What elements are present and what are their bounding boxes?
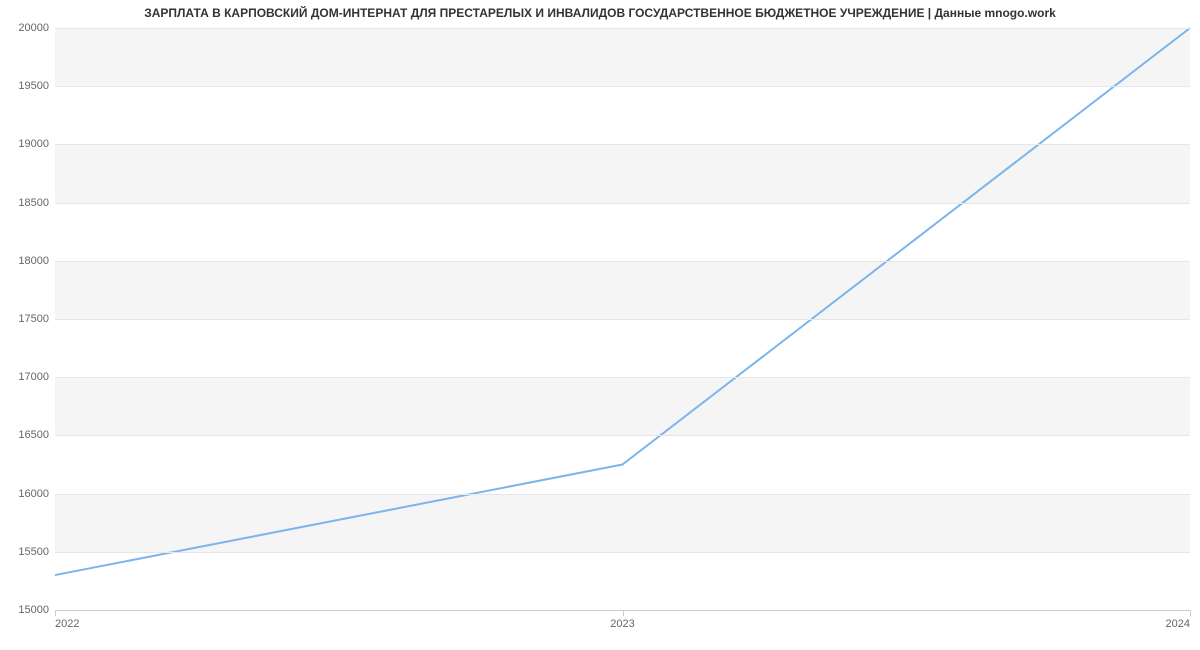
grid-line — [55, 552, 1190, 553]
grid-line — [55, 319, 1190, 320]
y-tick-label: 19500 — [18, 80, 55, 92]
y-tick-label: 15000 — [18, 604, 55, 616]
grid-line — [55, 261, 1190, 262]
grid-line — [55, 144, 1190, 145]
x-tick-label: 2023 — [610, 610, 634, 630]
grid-line — [55, 86, 1190, 87]
y-tick-label: 19000 — [18, 138, 55, 150]
x-tick — [1190, 610, 1191, 616]
y-tick-label: 16500 — [18, 429, 55, 441]
salary-line-chart: ЗАРПЛАТА В КАРПОВСКИЙ ДОМ-ИНТЕРНАТ ДЛЯ П… — [0, 0, 1200, 650]
x-tick-label: 2022 — [55, 610, 79, 630]
y-tick-label: 17500 — [18, 313, 55, 325]
y-tick-label: 20000 — [18, 22, 55, 34]
y-tick-label: 18500 — [18, 197, 55, 209]
grid-line — [55, 28, 1190, 29]
chart-title: ЗАРПЛАТА В КАРПОВСКИЙ ДОМ-ИНТЕРНАТ ДЛЯ П… — [0, 6, 1200, 20]
plot-area: 1500015500160001650017000175001800018500… — [55, 28, 1190, 610]
grid-line — [55, 203, 1190, 204]
y-tick-label: 16000 — [18, 488, 55, 500]
y-tick-label: 18000 — [18, 255, 55, 267]
y-tick-label: 17000 — [18, 371, 55, 383]
grid-line — [55, 435, 1190, 436]
y-tick-label: 15500 — [18, 546, 55, 558]
x-tick-label: 2024 — [1166, 610, 1190, 630]
grid-line — [55, 377, 1190, 378]
grid-line — [55, 494, 1190, 495]
